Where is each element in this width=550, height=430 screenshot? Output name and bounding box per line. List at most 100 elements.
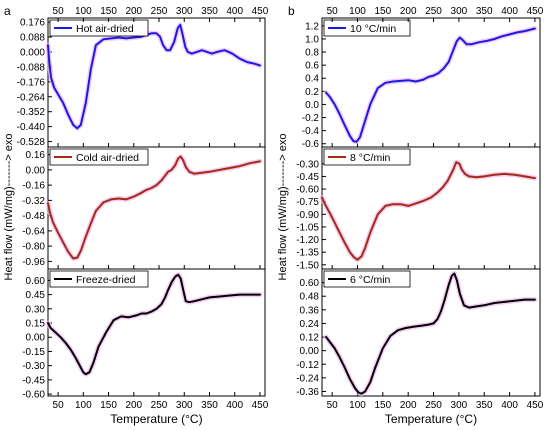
y-tick-label: -0.440: [17, 122, 46, 133]
y-tick-label: 0.000: [20, 47, 45, 58]
y-tick-label: 0.6: [305, 61, 319, 72]
y-tick-label: -0.75: [296, 197, 319, 208]
x-tick-label: 450: [527, 400, 544, 411]
y-tick-label: -1.35: [296, 248, 319, 259]
y-tick-label: 0.36: [300, 305, 320, 316]
legend-label: 6 °C/min: [350, 274, 391, 286]
x-tick-label-top: 400: [501, 6, 518, 17]
y-tick-label: -0.088: [17, 62, 46, 73]
x-tick-label: 400: [226, 400, 243, 411]
x-tick-label: 350: [201, 400, 218, 411]
y-tick-label: -0.60: [296, 185, 319, 196]
x-tick-label: 50: [53, 400, 65, 411]
legend-box: [49, 148, 149, 166]
series-glow: [323, 271, 538, 397]
subplot-3: 0.60 0.48 0.36 0.24 0.12 0.00 -0.12 -0.24 -0.36 6…: [296, 268, 541, 398]
x-tick-label-top: 400: [226, 6, 243, 17]
x-axis-label: Temperature (°C): [110, 412, 202, 426]
y-tick-label: -0.6: [302, 139, 320, 150]
series-line: [47, 273, 261, 376]
series-glow: [319, 159, 538, 263]
panel-label: b: [288, 4, 295, 18]
legend-label: Cold air-dried: [76, 152, 139, 164]
y-tick-label: -0.15: [22, 347, 45, 358]
series-line: [47, 23, 261, 130]
legend-box: [323, 148, 411, 166]
y-tick-label: 1.2: [305, 21, 319, 32]
x-tick-label: 300: [451, 400, 468, 411]
y-tick-label: -0.60: [22, 390, 45, 401]
y-tick-label: -0.45: [296, 172, 319, 183]
y-tick-label: 0.30: [26, 304, 46, 315]
x-tick-label-top: 200: [125, 6, 142, 17]
y-tick-label: 0.00: [26, 333, 46, 344]
y-tick-label: 0.00: [300, 346, 320, 357]
x-tick-label-top: 300: [176, 6, 193, 17]
x-tick-label-top: 50: [53, 6, 65, 17]
y-tick-label: 0.176: [20, 18, 45, 29]
legend-label: 10 °C/min: [350, 23, 396, 35]
y-tick-label: 0.12: [300, 333, 320, 344]
y-tick-label: 0.45: [26, 290, 46, 301]
x-tick-label: 450: [252, 400, 269, 411]
series-glow: [323, 26, 538, 145]
y-tick-label: 0.00: [26, 165, 46, 176]
x-tick-label: 100: [75, 400, 92, 411]
plot-frame: [321, 268, 541, 397]
y-tick-label: -1.05: [296, 222, 319, 233]
x-tick-label: 250: [425, 400, 442, 411]
x-tick-label-top: 150: [100, 6, 117, 17]
y-tick-label: -1.20: [296, 235, 319, 246]
x-tick-label-top: 250: [151, 6, 168, 17]
x-tick-label-top: 150: [374, 6, 391, 17]
x-tick-label: 200: [125, 400, 142, 411]
y-tick-label: -0.16: [22, 181, 45, 192]
y-tick-label: -0.12: [296, 360, 319, 371]
series-glow: [45, 154, 263, 261]
y-tick-label: -1.50: [296, 260, 319, 271]
x-tick-label: 100: [349, 400, 366, 411]
y-tick-label: -0.4: [302, 126, 320, 137]
x-tick-label: 150: [374, 400, 391, 411]
y-tick-label: 0.4: [305, 74, 319, 85]
series-line: [325, 27, 536, 143]
series-line: [321, 161, 536, 261]
y-tick-label: -0.80: [22, 242, 45, 253]
y-tick-label: 0.088: [20, 33, 45, 44]
legend-box: [49, 19, 149, 37]
legend-label: 8 °C/min: [350, 152, 391, 164]
legend-label: Freeze-dried: [76, 274, 136, 286]
x-tick-label-top: 450: [252, 6, 269, 17]
panel-label: a: [4, 4, 11, 18]
x-tick-label-top: 200: [400, 6, 417, 17]
y-tick-label: -0.176: [17, 77, 46, 88]
x-tick-label-top: 350: [201, 6, 218, 17]
x-tick-label-top: 100: [75, 6, 92, 17]
x-tick-label: 300: [176, 400, 193, 411]
x-tick-label: 200: [400, 400, 417, 411]
x-tick-label-top: 350: [476, 6, 493, 17]
x-axis-label: Temperature (°C): [385, 412, 477, 426]
y-tick-label: -0.45: [22, 375, 45, 386]
series-line: [47, 155, 261, 260]
panel-a: a 0.176 0.088 0.000 -0.088 -0.176 -0.264 -0.352…: [3, 4, 269, 426]
y-tick-label: -0.264: [17, 92, 46, 103]
y-axis-label: Heat flow (mW/mg)-------> exo: [277, 134, 289, 281]
legend-box: [323, 270, 411, 288]
y-tick-label: -0.90: [296, 210, 319, 221]
y-tick-label: -0.352: [17, 107, 46, 118]
x-tick-label-top: 250: [425, 6, 442, 17]
y-axis-label: Heat flow (mW/mg)-------> exo: [3, 134, 15, 281]
x-tick-label-top: 450: [527, 6, 544, 17]
y-tick-label: -0.30: [22, 361, 45, 372]
y-tick-label: 0.15: [26, 319, 46, 330]
plot-frame: [47, 268, 266, 397]
x-tick-label-top: 100: [349, 6, 366, 17]
y-tick-label: -0.36: [296, 387, 319, 398]
subplot-1: 1.2 1.0 0.8 0.6 0.4 0.2 0.0 -0.2 -0.4 -0.6 10 °C/m…: [302, 17, 541, 150]
panel-b: b 1.2 1.0 0.8 0.6 0.4 0.2 0.0 -0.2 -0.4 -0.6 10 °C/…: [277, 4, 544, 426]
x-tick-label-top: 50: [327, 6, 339, 17]
y-tick-label: -0.30: [296, 159, 319, 170]
x-tick-label: 350: [476, 400, 493, 411]
